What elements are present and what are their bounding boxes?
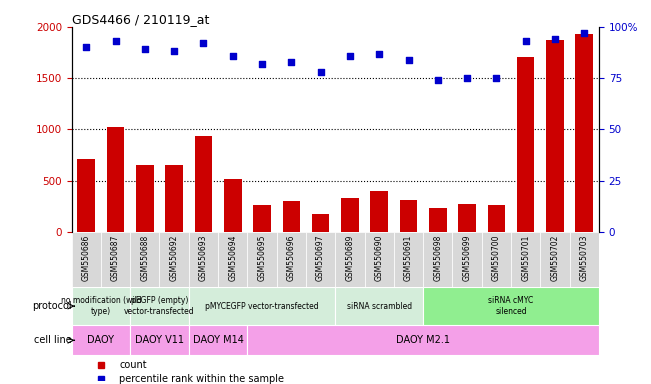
Point: [345, 53, 355, 59]
Bar: [107, 127, 124, 232]
Text: GSM550686: GSM550686: [82, 235, 90, 281]
Bar: [72, 232, 101, 287]
Text: GSM550688: GSM550688: [141, 235, 149, 281]
Point: [579, 30, 590, 36]
Bar: [247, 232, 277, 287]
Bar: [429, 208, 447, 232]
Bar: [370, 191, 388, 232]
Bar: [283, 201, 300, 232]
Text: DAOY V11: DAOY V11: [135, 335, 184, 345]
Text: siRNA scrambled: siRNA scrambled: [346, 301, 412, 311]
Bar: [224, 179, 242, 232]
Bar: [218, 232, 247, 287]
Bar: [312, 214, 329, 232]
Point: [228, 53, 238, 59]
Bar: [165, 166, 183, 232]
Bar: [423, 232, 452, 287]
Bar: [400, 200, 417, 232]
Text: GSM550691: GSM550691: [404, 235, 413, 281]
Point: [81, 44, 91, 50]
Text: DAOY M14: DAOY M14: [193, 335, 243, 345]
Point: [110, 38, 121, 44]
Text: GDS4466 / 210119_at: GDS4466 / 210119_at: [72, 13, 209, 26]
Point: [139, 46, 150, 53]
Text: pEGFP (empty)
vector-transfected: pEGFP (empty) vector-transfected: [124, 296, 195, 316]
Text: GSM550694: GSM550694: [229, 235, 237, 281]
Text: GSM550703: GSM550703: [580, 235, 589, 281]
Text: GSM550698: GSM550698: [434, 235, 442, 281]
Bar: [575, 34, 593, 232]
Text: DAOY: DAOY: [87, 335, 115, 345]
Text: GSM550687: GSM550687: [111, 235, 120, 281]
Bar: [306, 232, 335, 287]
Point: [315, 69, 326, 75]
Bar: [423, 287, 599, 326]
Bar: [101, 232, 130, 287]
Bar: [130, 232, 159, 287]
Bar: [189, 232, 218, 287]
Point: [374, 50, 384, 56]
Point: [403, 56, 414, 63]
Text: GSM550692: GSM550692: [170, 235, 178, 281]
Point: [169, 48, 179, 55]
Bar: [159, 232, 189, 287]
Text: DAOY M2.1: DAOY M2.1: [396, 335, 450, 345]
Bar: [517, 56, 534, 232]
Bar: [511, 232, 540, 287]
Bar: [247, 326, 599, 355]
Bar: [365, 232, 394, 287]
Text: percentile rank within the sample: percentile rank within the sample: [119, 374, 284, 384]
Text: GSM550701: GSM550701: [521, 235, 530, 281]
Bar: [570, 232, 599, 287]
Bar: [458, 204, 476, 232]
Text: siRNA cMYC
silenced: siRNA cMYC silenced: [488, 296, 534, 316]
Bar: [72, 326, 130, 355]
Text: GSM550693: GSM550693: [199, 235, 208, 281]
Text: protocol: protocol: [32, 301, 72, 311]
Bar: [77, 159, 95, 232]
Bar: [253, 205, 271, 232]
Text: cell line: cell line: [34, 335, 72, 345]
Text: GSM550690: GSM550690: [375, 235, 383, 281]
Text: GSM550700: GSM550700: [492, 235, 501, 281]
Bar: [540, 232, 570, 287]
Bar: [130, 326, 189, 355]
Text: GSM550695: GSM550695: [258, 235, 266, 281]
Bar: [335, 232, 365, 287]
Point: [286, 59, 297, 65]
Point: [549, 36, 560, 42]
Point: [256, 61, 268, 67]
Bar: [130, 287, 189, 326]
Bar: [546, 40, 564, 232]
Point: [521, 38, 531, 44]
Point: [198, 40, 208, 46]
Bar: [277, 232, 306, 287]
Text: GSM550702: GSM550702: [551, 235, 559, 281]
Text: GSM550697: GSM550697: [316, 235, 325, 281]
Point: [462, 75, 473, 81]
Text: count: count: [119, 360, 146, 370]
Bar: [482, 232, 511, 287]
Bar: [195, 136, 212, 232]
Bar: [341, 198, 359, 232]
Bar: [72, 287, 130, 326]
Bar: [394, 232, 423, 287]
Text: pMYCEGFP vector-transfected: pMYCEGFP vector-transfected: [205, 301, 319, 311]
Bar: [189, 287, 335, 326]
Text: GSM550699: GSM550699: [463, 235, 471, 281]
Bar: [136, 166, 154, 232]
Bar: [189, 326, 247, 355]
Point: [432, 77, 443, 83]
Text: no modification (wild
type): no modification (wild type): [61, 296, 141, 316]
Bar: [335, 287, 423, 326]
Bar: [452, 232, 482, 287]
Point: [491, 75, 501, 81]
Text: GSM550689: GSM550689: [346, 235, 354, 281]
Bar: [488, 205, 505, 232]
Text: GSM550696: GSM550696: [287, 235, 296, 281]
